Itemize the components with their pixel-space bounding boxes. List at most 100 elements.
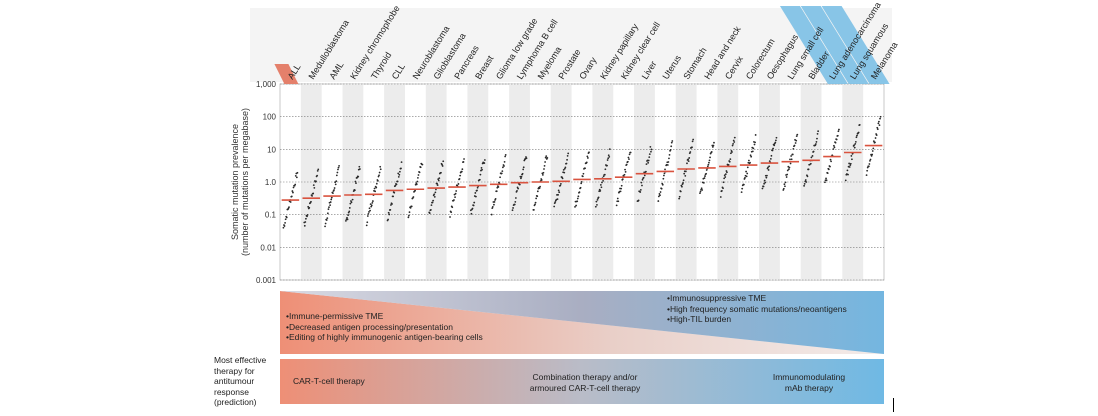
mutation-point (617, 200, 620, 203)
mutation-point (786, 169, 789, 172)
mutation-point (288, 206, 290, 209)
mutation-point (746, 172, 749, 175)
mutation-point (316, 169, 319, 172)
mutation-point (688, 157, 691, 159)
mutation-point (832, 148, 835, 150)
mutation-point (480, 167, 483, 169)
mutation-point (556, 198, 559, 201)
therapy-middle-combination: Combination therapy and/or armoured CAR-… (529, 372, 641, 393)
mutation-point (289, 201, 292, 203)
mutation-point (306, 214, 309, 216)
mutation-point (795, 139, 798, 142)
mutation-point (516, 189, 518, 192)
mutation-point (429, 208, 432, 211)
mutation-point (333, 187, 336, 189)
mutation-point (782, 187, 785, 190)
mutation-point (563, 171, 566, 174)
mutation-point (290, 195, 293, 198)
mutation-point (762, 185, 765, 188)
mutation-point (450, 211, 453, 214)
mutation-point (416, 180, 419, 183)
mutation-point (329, 204, 332, 207)
mutation-point (754, 141, 756, 144)
mutation-point (844, 179, 847, 182)
mutation-point (356, 176, 359, 179)
mutation-point (684, 170, 687, 173)
mutation-point (292, 191, 294, 194)
mutation-point (639, 191, 642, 193)
mutation-point (877, 122, 880, 125)
mutation-point (283, 225, 286, 227)
mutation-point (729, 158, 732, 161)
mutation-point (789, 162, 792, 165)
mutation-point (493, 201, 496, 203)
mutation-point (312, 192, 315, 195)
mutation-point (566, 158, 568, 161)
header-band (250, 8, 892, 82)
mutation-point (608, 155, 611, 158)
mutation-point (773, 144, 776, 147)
mutation-point (699, 190, 702, 193)
mutation-point (494, 198, 497, 200)
mutation-point (659, 191, 662, 193)
mutation-point (879, 117, 881, 120)
mutation-point (483, 159, 486, 161)
mutation-point (607, 154, 610, 157)
mutation-point (348, 207, 351, 209)
mutation-point (586, 155, 589, 158)
mutation-point (810, 156, 813, 159)
mutation-point (817, 130, 820, 133)
mutation-point (349, 202, 352, 205)
text-cursor (893, 398, 894, 412)
mutation-point (564, 166, 567, 169)
mutation-point (872, 147, 875, 150)
column-band (592, 84, 614, 280)
mutation-point (337, 166, 340, 169)
mutation-point (666, 164, 669, 166)
mutation-point (580, 180, 583, 183)
mutation-point (875, 134, 878, 136)
mutation-point (348, 210, 351, 213)
mutation-point (723, 174, 726, 177)
mutation-point (543, 165, 546, 167)
mutation-point (559, 182, 562, 185)
mutation-point (305, 217, 307, 220)
highlight-left-shape (274, 64, 299, 84)
mutation-point (417, 176, 419, 179)
mutation-point (418, 171, 421, 174)
mutation-point (723, 177, 726, 180)
mutation-point (428, 212, 431, 215)
mutation-point (332, 192, 334, 195)
mutation-point (876, 128, 879, 131)
mutation-point (366, 221, 369, 224)
mutation-point (379, 168, 382, 171)
mutation-point (816, 133, 819, 135)
mutation-point (576, 197, 579, 200)
mutation-point (408, 211, 411, 214)
mutation-point (763, 182, 766, 185)
mutation-point (657, 195, 660, 198)
mutation-point (824, 181, 826, 184)
mutation-point (879, 115, 882, 118)
mutation-point (454, 196, 456, 199)
left-characteristics-list: Immune-permissive TME Decreased antigen … (286, 311, 483, 343)
mutation-point (850, 155, 853, 157)
mutation-point (771, 149, 774, 152)
mutation-point (375, 186, 378, 189)
mutation-point (542, 171, 545, 174)
mutation-point (834, 141, 837, 144)
plot-area (279, 83, 885, 281)
mutation-point (791, 153, 794, 156)
mutation-point (753, 143, 756, 146)
mutation-point (337, 168, 339, 171)
mutation-point (371, 200, 374, 202)
mutation-point (657, 200, 660, 202)
mutation-point (732, 142, 735, 145)
mutation-point (501, 166, 504, 169)
mutation-point (436, 182, 438, 185)
mutation-point (790, 155, 793, 157)
highlight-right-shape (800, 6, 869, 84)
mutation-point (326, 217, 329, 220)
mutation-point (432, 199, 435, 202)
mutation-point (807, 168, 810, 171)
